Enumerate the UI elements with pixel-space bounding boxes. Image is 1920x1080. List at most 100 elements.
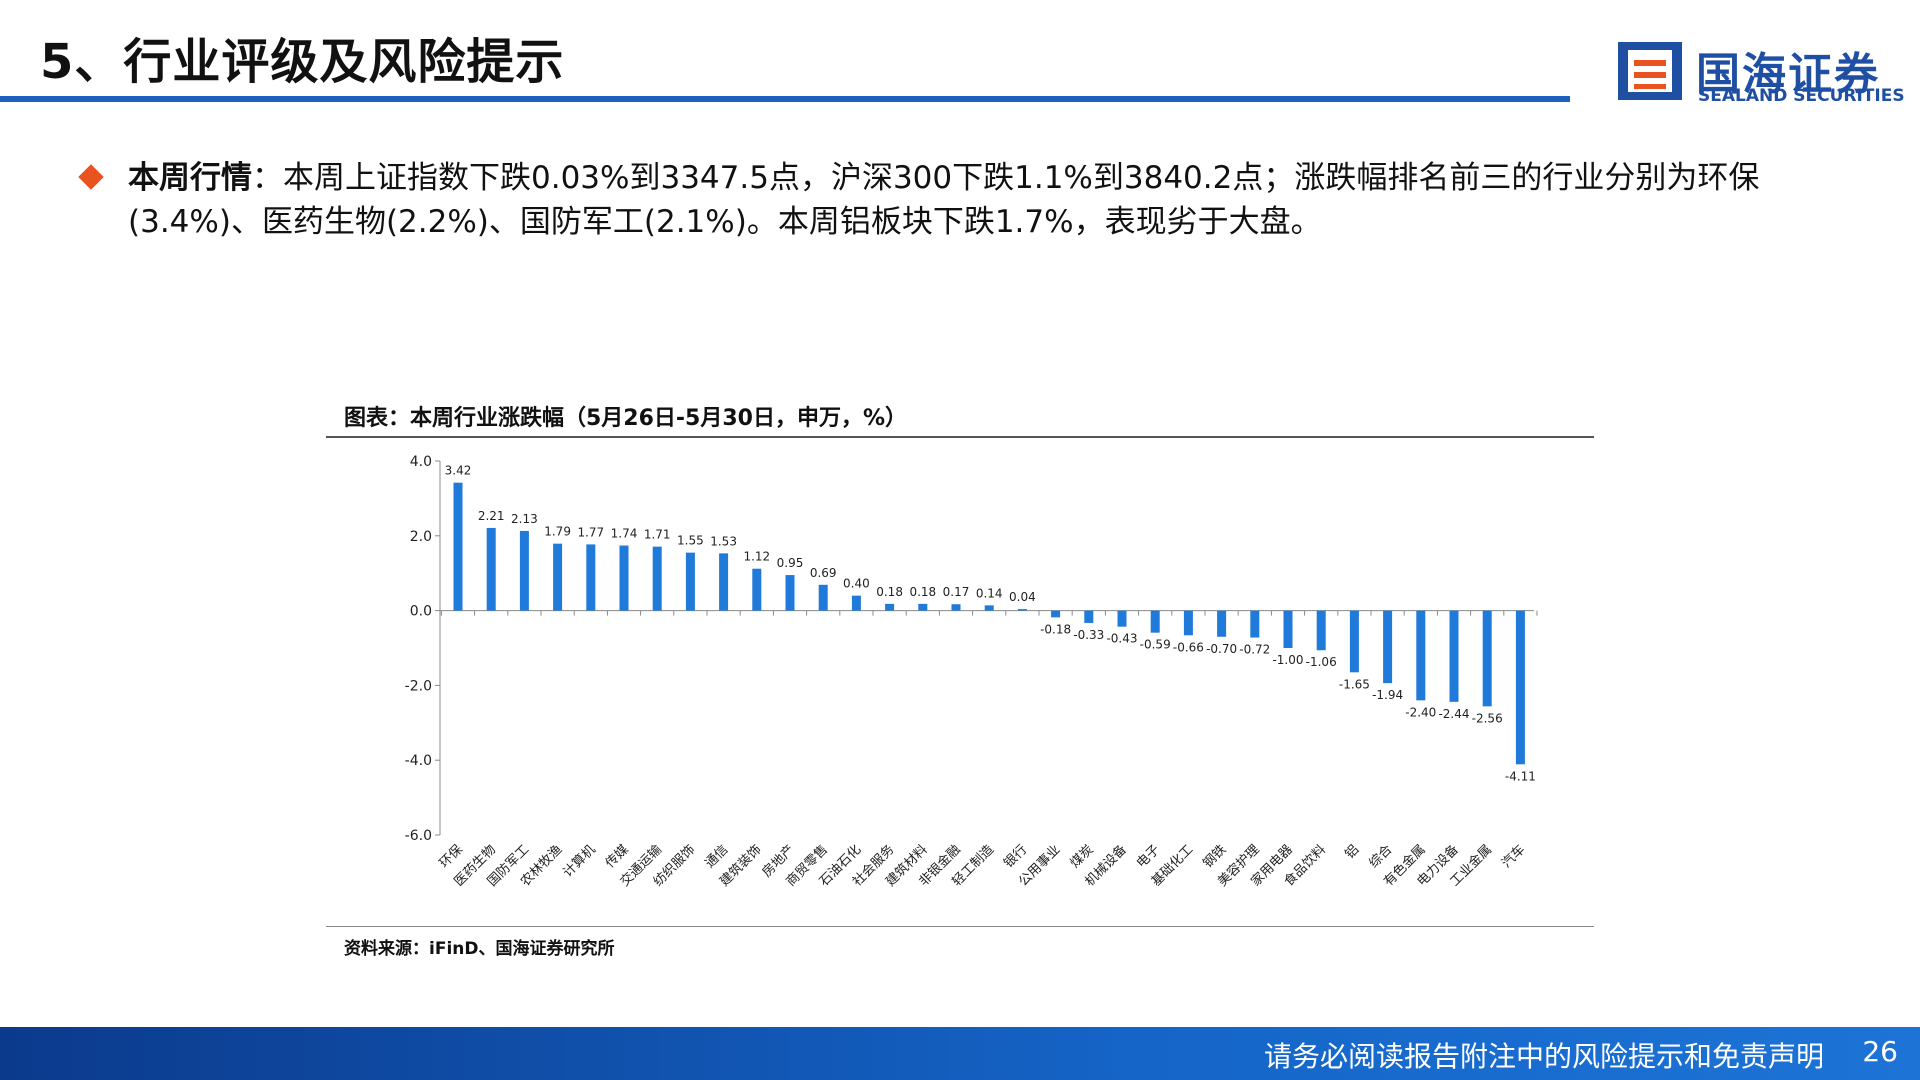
data-label: 0.17 — [943, 585, 970, 599]
data-label: -2.56 — [1472, 711, 1503, 725]
bar-医药生物 — [486, 527, 496, 611]
data-label: -0.33 — [1073, 628, 1104, 642]
data-label: 1.77 — [577, 525, 604, 539]
bar-美容护理 — [1250, 610, 1260, 638]
sealand-logo-icon — [1618, 42, 1682, 100]
data-label: 0.69 — [810, 566, 837, 580]
y-tick-label: -4.0 — [405, 753, 432, 769]
bar-环保 — [453, 482, 463, 611]
data-label: -0.59 — [1140, 638, 1171, 652]
bar-社会服务 — [885, 603, 895, 611]
data-label: -2.40 — [1405, 705, 1436, 719]
bar-工业金属 — [1482, 610, 1492, 707]
page-number: 26 — [1862, 1035, 1898, 1068]
data-label: -1.06 — [1306, 655, 1337, 669]
data-label: 1.12 — [743, 550, 770, 564]
data-labels: 3.42 2.21 2.13 1.79 1.77 1.74 1.71 1.55 1.53 1.12… — [445, 464, 1536, 784]
bar-建筑装饰 — [752, 568, 762, 611]
data-label: -2.44 — [1438, 707, 1469, 721]
data-label: 0.95 — [777, 556, 804, 570]
bar-有色金属 — [1416, 610, 1426, 701]
x-tick-label: 煤炭 — [1068, 842, 1097, 871]
x-tick-label: 传媒 — [603, 842, 632, 871]
bar-传媒 — [619, 545, 629, 611]
bar-农林牧渔 — [553, 543, 563, 611]
x-tick-label: 铝 — [1342, 842, 1362, 862]
y-tick-label: 0.0 — [410, 604, 432, 620]
data-label: -1.94 — [1372, 688, 1403, 702]
bar-房地产 — [785, 575, 795, 611]
y-axis: 4.0 2.0 0.0 -2.0 -4.0 -6.0 — [405, 454, 1538, 844]
chart-title: 图表：本周行业涨跌幅（5月26日-5月30日，申万，%） — [344, 406, 908, 431]
market-summary: 本周行情：本周上证指数下跌0.03%到3347.5点，沪深300下跌1.1%到3… — [128, 156, 1788, 244]
y-tick-label: -6.0 — [405, 828, 432, 844]
footer-disclaimer: 请务必阅读报告附注中的风险提示和免责声明 — [1263, 1040, 1824, 1073]
bar-银行 — [1017, 609, 1027, 611]
data-label: 1.55 — [677, 534, 704, 548]
data-label: -0.72 — [1239, 643, 1270, 657]
source-note: 资料来源：iFinD、国海证券研究所 — [344, 939, 615, 959]
bar-家用电器 — [1283, 610, 1293, 648]
title-rule — [0, 96, 1570, 102]
data-label: 3.42 — [445, 464, 472, 478]
bar-铝 — [1349, 610, 1359, 673]
bar-纺织服饰 — [685, 552, 695, 611]
summary-lead: 本周行情 — [128, 160, 252, 196]
data-label: -0.18 — [1040, 622, 1071, 636]
data-label: 1.74 — [611, 527, 638, 541]
data-label: -0.70 — [1206, 642, 1237, 656]
bars — [453, 482, 1525, 765]
bar-电子 — [1150, 610, 1160, 633]
company-logo: 国海证券 SEALAND SECURITIES — [1614, 36, 1905, 106]
slide-title: 5、行业评级及风险提示 — [40, 34, 565, 90]
x-tick-label: 钢铁 — [1200, 842, 1229, 871]
bar-食品饮料 — [1316, 610, 1326, 651]
bar-计算机 — [586, 544, 596, 611]
bar-通信 — [719, 553, 729, 611]
data-label: 1.53 — [710, 534, 737, 548]
x-tick-label: 银行 — [1001, 842, 1030, 871]
chart-top-rule — [326, 436, 1594, 438]
x-tick-label: 电子 — [1134, 842, 1163, 871]
bar-非银金融 — [951, 604, 961, 611]
bar-电力设备 — [1449, 610, 1459, 702]
bar-钢铁 — [1217, 610, 1227, 637]
data-label: 1.79 — [544, 525, 571, 539]
bar-轻工制造 — [984, 605, 994, 611]
logo-name-cn: 国海证券 — [1696, 49, 1880, 100]
data-label: 0.40 — [843, 577, 870, 591]
y-tick-label: 2.0 — [410, 529, 432, 545]
bar-公用事业 — [1051, 610, 1061, 618]
data-label: 2.21 — [478, 509, 505, 523]
data-label: -0.66 — [1173, 640, 1204, 654]
x-tick-label: 通信 — [702, 842, 731, 871]
data-label: 0.18 — [876, 585, 903, 599]
summary-text: ：本周上证指数下跌0.03%到3347.5点，沪深300下跌1.1%到3840.… — [128, 160, 1760, 240]
bar-汽车 — [1515, 610, 1525, 765]
data-label: -1.65 — [1339, 677, 1370, 691]
bar-石油石化 — [851, 595, 861, 611]
footer-bar: 请务必阅读报告附注中的风险提示和免责声明 26 — [0, 1027, 1920, 1080]
bar-国防军工 — [519, 530, 529, 611]
x-tick-label: 汽车 — [1499, 842, 1529, 872]
x-tick-label: 环保 — [437, 842, 466, 871]
bar-交通运输 — [652, 546, 662, 611]
bar-基础化工 — [1183, 610, 1193, 636]
logo-name-en: SEALAND SECURITIES — [1698, 86, 1905, 106]
y-tick-label: 4.0 — [410, 454, 432, 470]
bar-建筑材料 — [918, 603, 928, 611]
data-label: 0.18 — [909, 585, 936, 599]
x-tick-label: 综合 — [1366, 842, 1395, 871]
data-label: 0.14 — [976, 586, 1003, 600]
data-label: -1.00 — [1272, 653, 1303, 667]
bar-商贸零售 — [818, 584, 828, 611]
data-label: 0.04 — [1009, 590, 1036, 604]
bar-机械设备 — [1117, 610, 1127, 627]
x-tick-label: 计算机 — [560, 842, 598, 880]
data-label: 1.71 — [644, 528, 671, 542]
chart-bottom-rule — [326, 926, 1594, 927]
bar-综合 — [1383, 610, 1393, 684]
bar-煤炭 — [1084, 610, 1094, 623]
